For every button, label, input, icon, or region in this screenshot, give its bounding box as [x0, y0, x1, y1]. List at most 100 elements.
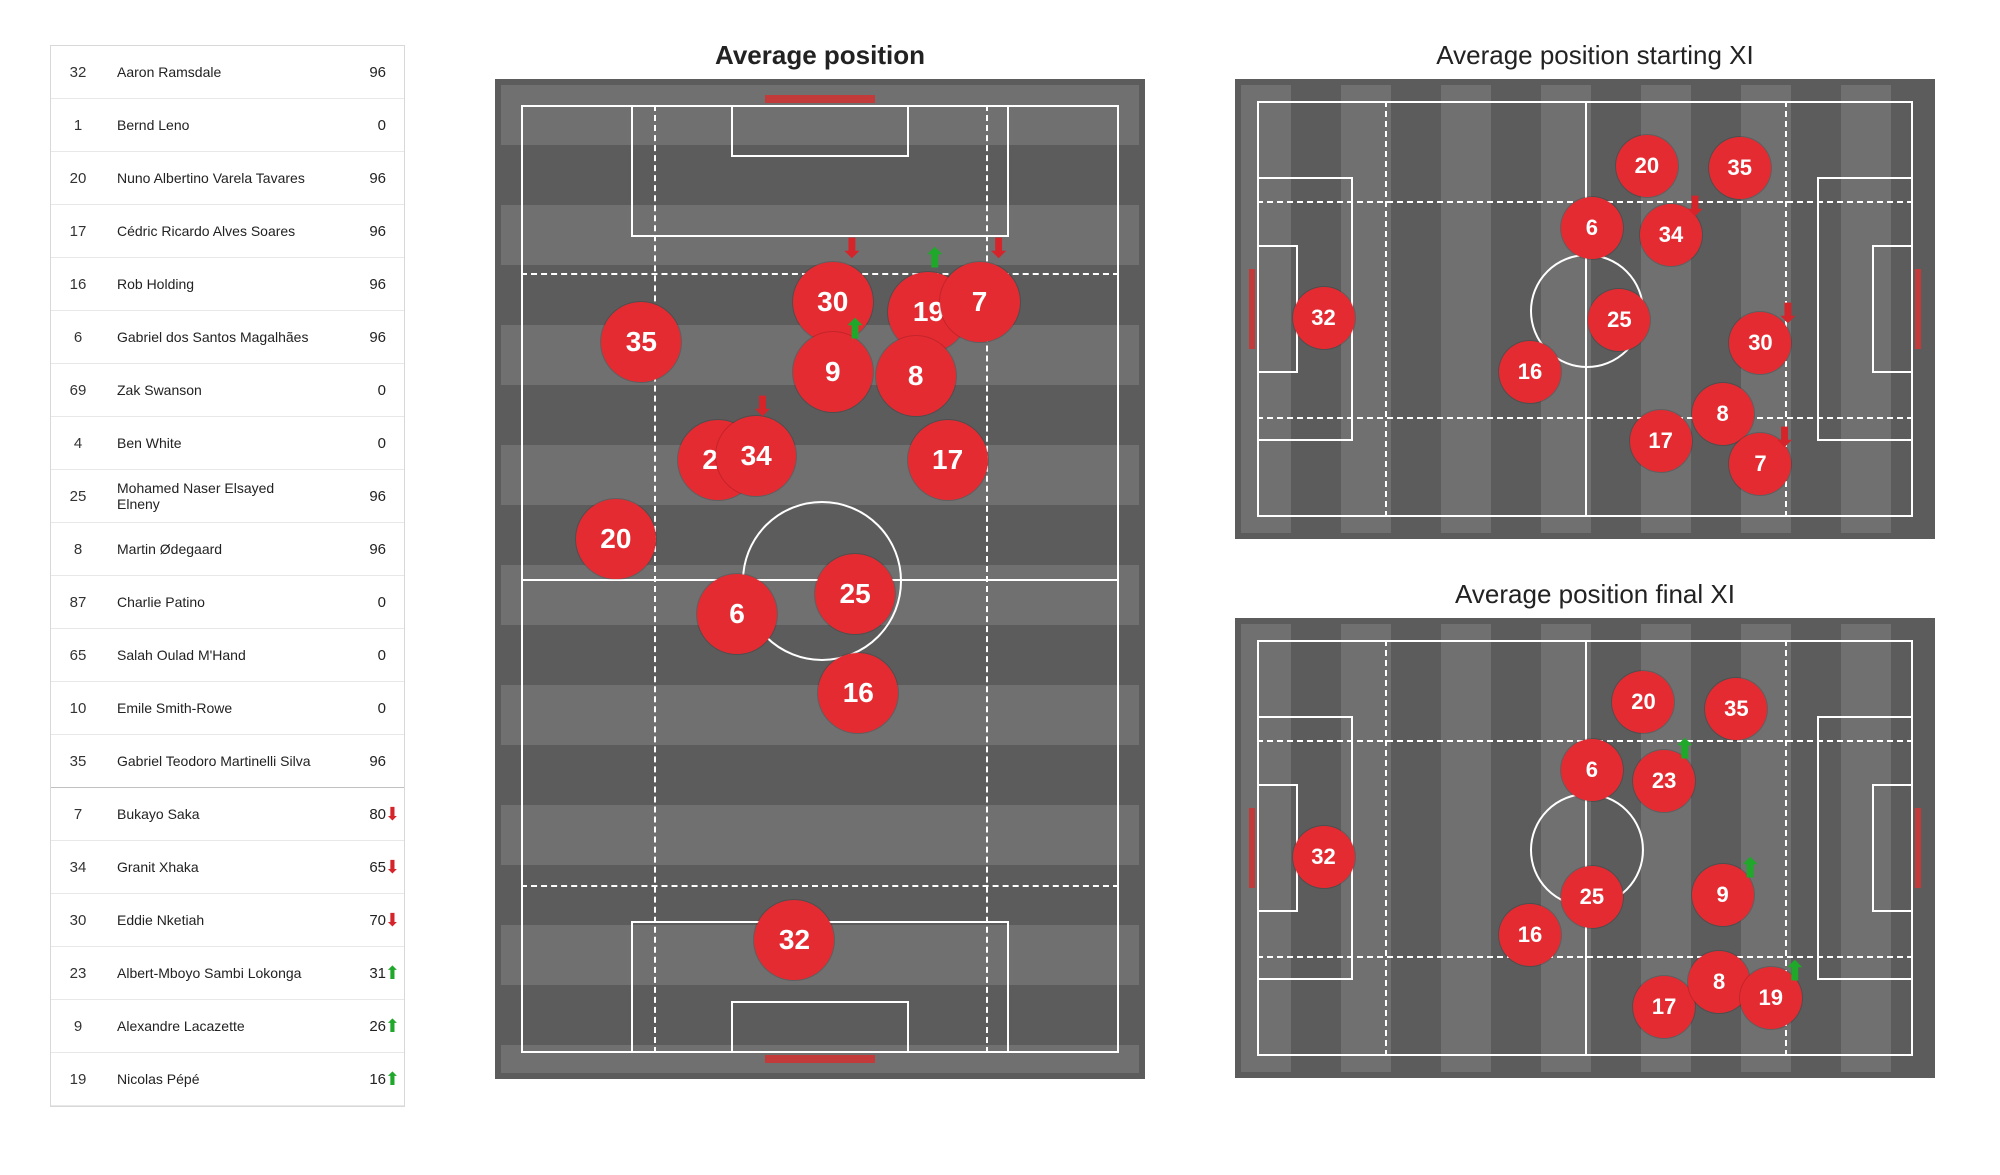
player-dot: 6: [1561, 739, 1623, 801]
player-name: Salah Oulad M'Hand: [105, 629, 324, 682]
player-number: 69: [51, 364, 105, 417]
sub-on-icon: ⬆: [1674, 736, 1696, 762]
player-number: 32: [51, 46, 105, 99]
sub-off-icon: ⬇: [1774, 424, 1796, 450]
player-minutes: 31⬆: [324, 947, 404, 1000]
player-row: 16Rob Holding96: [51, 258, 404, 311]
player-dot: 35: [1705, 678, 1767, 740]
player-minutes: 16⬆: [324, 1053, 404, 1106]
player-dot: 17: [1630, 410, 1692, 472]
player-row: 4Ben White0: [51, 417, 404, 470]
player-name: Zak Swanson: [105, 364, 324, 417]
player-minutes: 96: [324, 152, 404, 205]
player-minutes: 96: [324, 470, 404, 523]
player-name: Rob Holding: [105, 258, 324, 311]
player-row: 8Martin Ødegaard96: [51, 523, 404, 576]
sub-off-icon: ⬇: [1684, 193, 1706, 219]
player-dot: 32: [1293, 826, 1355, 888]
player-row: 10Emile Smith-Rowe0: [51, 682, 404, 735]
player-minutes: 96: [324, 523, 404, 576]
starting-pitch: 32166252034⬇173530⬇87⬇: [1235, 79, 1935, 539]
player-dot: 16: [818, 653, 898, 733]
player-name: Emile Smith-Rowe: [105, 682, 324, 735]
player-number: 17: [51, 205, 105, 258]
player-number: 8: [51, 523, 105, 576]
sub-off-icon: ⬇: [385, 911, 400, 929]
starting-pitch-title: Average position starting XI: [1235, 40, 1955, 71]
player-minutes: 26⬆: [324, 1000, 404, 1053]
player-name: Cédric Ricardo Alves Soares: [105, 205, 324, 258]
player-row: 25Mohamed Naser Elsayed Elneny96: [51, 470, 404, 523]
player-dot: 20: [1616, 135, 1678, 197]
player-number: 20: [51, 152, 105, 205]
sub-on-icon: ⬆: [1784, 958, 1806, 984]
player-name: Gabriel dos Santos Magalhães: [105, 311, 324, 364]
player-name: Eddie Nketiah: [105, 894, 324, 947]
player-dot: 25: [1561, 866, 1623, 928]
player-dot: 32: [1293, 287, 1355, 349]
player-dot: 34: [716, 416, 796, 496]
player-number: 10: [51, 682, 105, 735]
player-name: Mohamed Naser Elsayed Elneny: [105, 470, 324, 523]
player-dot: 6: [1561, 197, 1623, 259]
player-row: 20Nuno Albertino Varela Tavares96: [51, 152, 404, 205]
player-row: 17Cédric Ricardo Alves Soares96: [51, 205, 404, 258]
player-name: Bukayo Saka: [105, 788, 324, 841]
player-number: 4: [51, 417, 105, 470]
player-number: 65: [51, 629, 105, 682]
player-minutes: 0: [324, 99, 404, 152]
sub-on-icon: ⬆: [385, 964, 400, 982]
main-pitch: 30⬇19⬆7⬇9⬆8352334⬇17206251632: [495, 79, 1145, 1079]
sub-on-icon: ⬆: [385, 1017, 400, 1035]
player-minutes: 0: [324, 364, 404, 417]
player-row: 34Granit Xhaka65⬇: [51, 841, 404, 894]
player-minutes: 96: [324, 258, 404, 311]
player-name: Bernd Leno: [105, 99, 324, 152]
main-pitch-title: Average position: [495, 40, 1145, 71]
player-name: Nuno Albertino Varela Tavares: [105, 152, 324, 205]
sub-off-icon: ⬇: [1777, 300, 1799, 326]
player-dot: 35: [1709, 137, 1771, 199]
player-dot: 6: [697, 574, 777, 654]
players-table: 32Aaron Ramsdale961Bernd Leno020Nuno Alb…: [50, 45, 405, 1107]
player-name: Nicolas Pépé: [105, 1053, 324, 1106]
player-dot: 20: [1612, 671, 1674, 733]
player-number: 1: [51, 99, 105, 152]
player-number: 16: [51, 258, 105, 311]
player-name: Aaron Ramsdale: [105, 46, 324, 99]
player-row: 23Albert-Mboyo Sambi Lokonga31⬆: [51, 947, 404, 1000]
player-minutes: 96: [324, 205, 404, 258]
player-minutes: 70⬇: [324, 894, 404, 947]
player-dot: 32: [754, 900, 834, 980]
player-dot: 7: [940, 262, 1020, 342]
player-number: 25: [51, 470, 105, 523]
sub-on-icon: ⬆: [844, 316, 866, 342]
player-number: 6: [51, 311, 105, 364]
final-pitch-title: Average position final XI: [1235, 579, 1955, 610]
player-name: Ben White: [105, 417, 324, 470]
player-minutes: 96: [324, 735, 404, 788]
player-number: 30: [51, 894, 105, 947]
player-row: 30Eddie Nketiah70⬇: [51, 894, 404, 947]
player-minutes: 0: [324, 629, 404, 682]
player-row: 6Gabriel dos Santos Magalhães96: [51, 311, 404, 364]
player-name: Granit Xhaka: [105, 841, 324, 894]
player-name: Martin Ødegaard: [105, 523, 324, 576]
player-minutes: 80⬇: [324, 788, 404, 841]
player-row: 69Zak Swanson0: [51, 364, 404, 417]
player-dot: 25: [815, 554, 895, 634]
sub-on-icon: ⬆: [385, 1070, 400, 1088]
player-number: 35: [51, 735, 105, 788]
player-number: 23: [51, 947, 105, 1000]
player-number: 7: [51, 788, 105, 841]
final-pitch: 32166252023⬆17359⬆819⬆: [1235, 618, 1935, 1078]
player-dot: 16: [1499, 341, 1561, 403]
sub-off-icon: ⬇: [752, 393, 774, 419]
sub-on-icon: ⬆: [924, 245, 946, 271]
player-dot: 17: [908, 420, 988, 500]
player-row: 32Aaron Ramsdale96: [51, 46, 404, 99]
player-number: 34: [51, 841, 105, 894]
player-row: 35Gabriel Teodoro Martinelli Silva96: [51, 735, 404, 788]
player-minutes: 0: [324, 417, 404, 470]
player-row: 65Salah Oulad M'Hand0: [51, 629, 404, 682]
